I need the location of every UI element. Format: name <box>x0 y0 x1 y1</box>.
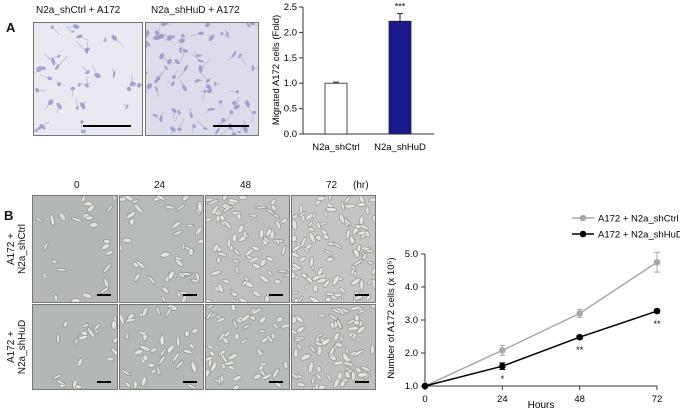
row-label-shhud-line2: N2a_shHuD <box>17 319 28 375</box>
legend-label: A172 + N2a_shCtrl <box>598 214 679 225</box>
time-header-48: 48 <box>240 180 252 191</box>
migration-image-shctrl <box>33 22 143 136</box>
phase-image-shctrl-48h <box>205 195 290 303</box>
bar <box>388 20 412 135</box>
panel-a-letter: A <box>6 20 16 35</box>
data-point <box>421 382 429 390</box>
migration-image-shhud <box>145 22 259 136</box>
line-y-tick-label: 4.0 <box>405 282 418 293</box>
time-unit-label: (hr) <box>353 180 369 191</box>
legend-marker <box>579 214 587 222</box>
significance-marker: ** <box>653 319 661 329</box>
line-x-tick-label: 0 <box>422 394 427 405</box>
line-y-tick-label: 1.0 <box>405 381 418 392</box>
bar-y-tick-label: 2.0 <box>284 27 297 38</box>
bar <box>324 82 348 135</box>
significance-marker: ** <box>576 345 584 355</box>
bar-category-label: N2a_shCtrl <box>312 142 360 153</box>
line-y-tick-label: 5.0 <box>405 249 418 260</box>
data-point <box>576 310 583 317</box>
bar-y-tick-label: 1.0 <box>284 78 297 89</box>
bar-chart-ylabel: Migrated A172 cells (Fold) <box>271 15 282 125</box>
series-line <box>424 310 658 387</box>
growth-line-chart: Number of A172 cells (x 10⁵) Hours 1.0 2.… <box>386 214 680 412</box>
time-header-24: 24 <box>154 180 166 191</box>
phase-image-shhud-48h <box>205 304 290 390</box>
series-line <box>424 261 658 387</box>
data-point <box>653 307 661 315</box>
phase-image-shhud-24h <box>119 304 204 390</box>
phase-image-shctrl-72h <box>291 195 376 303</box>
row-label-shctrl-line1: A172 + <box>6 233 17 265</box>
line-x-tick-label: 24 <box>497 394 508 405</box>
significance-marker: *** <box>395 2 406 12</box>
phase-image-shctrl-0h <box>32 195 118 303</box>
migration-bar-chart: Migrated A172 cells (Fold) 0.0 0.5 1.0 1.5 2… <box>271 2 434 153</box>
data-point <box>576 333 583 341</box>
bar-y-tick-label: 1.5 <box>284 53 297 64</box>
time-header-0: 0 <box>74 180 80 191</box>
bar-y-tick-label: 0.0 <box>284 129 297 140</box>
scale-bar <box>83 125 131 127</box>
row-label-shhud-line1: A172 + <box>6 331 17 363</box>
panel-b-letter: B <box>4 208 14 223</box>
legend-marker <box>579 230 587 238</box>
time-header-72: 72 <box>326 180 338 191</box>
scale-bar <box>213 125 249 127</box>
row-label-shctrl-line2: N2a_shCtrl <box>17 223 28 275</box>
line-y-tick-label: 2.0 <box>405 348 418 359</box>
panel-a-caption-hud: N2a_shHuD + A172 <box>151 5 240 16</box>
phase-image-shhud-72h <box>291 304 376 390</box>
line-y-tick-label: 3.0 <box>405 315 418 326</box>
phase-image-shctrl-24h <box>119 195 204 303</box>
data-point <box>499 347 506 354</box>
data-point <box>653 258 661 266</box>
line-x-tick-label: 48 <box>574 394 585 405</box>
legend-label: A172 + N2a_shHuD <box>598 230 680 241</box>
phase-image-shhud-0h <box>32 304 118 390</box>
line-chart-ylabel: Number of A172 cells (x 10⁵) <box>386 257 397 378</box>
row-label-shhud: A172 + N2a_shHuD <box>6 306 28 386</box>
bar-y-tick-label: 0.5 <box>284 104 297 115</box>
bar-category-label: N2a_shHuD <box>374 142 426 153</box>
line-x-tick-label: 72 <box>652 394 663 405</box>
bar-y-tick-label: 2.5 <box>284 2 297 13</box>
row-label-shctrl: A172 + N2a_shCtrl <box>6 200 28 300</box>
data-point <box>499 362 506 370</box>
line-chart-xlabel: Hours <box>528 400 555 411</box>
significance-marker: * <box>501 374 505 384</box>
panel-a-caption-ctrl: N2a_shCtrl + A172 <box>36 5 121 16</box>
